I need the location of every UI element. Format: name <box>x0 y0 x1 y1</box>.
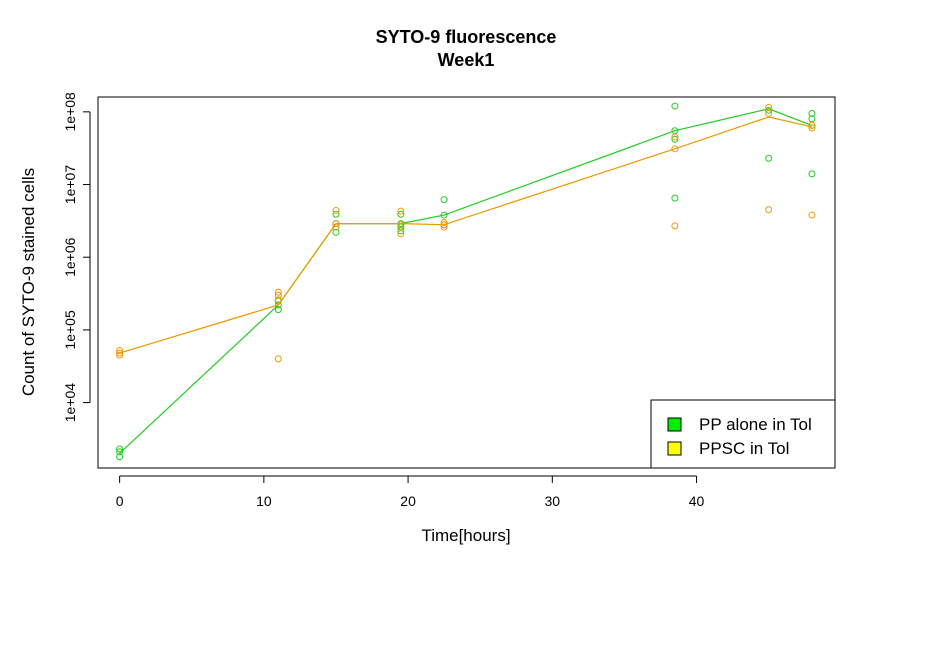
legend-swatch <box>667 417 682 432</box>
data-point <box>116 453 124 461</box>
legend-label: PPSC in Tol <box>699 439 789 458</box>
x-tick-label: 40 <box>689 493 705 509</box>
data-point <box>274 301 282 309</box>
data-point <box>274 291 282 299</box>
data-point <box>332 228 340 236</box>
x-tick-label: 30 <box>545 493 561 509</box>
data-point <box>671 222 679 230</box>
data-point <box>440 223 448 231</box>
data-point <box>440 219 448 227</box>
data-point <box>116 347 124 355</box>
data-point <box>332 220 340 228</box>
y-tick-label: 1e+05 <box>62 310 78 350</box>
data-point <box>332 223 340 231</box>
data-point <box>671 145 679 153</box>
data-point <box>671 102 679 110</box>
data-point <box>440 211 448 219</box>
series-line-2 <box>119 116 813 354</box>
y-tick-label: 1e+08 <box>62 92 78 132</box>
y-axis-label: Count of SYTO-9 stained cells <box>19 167 38 397</box>
x-axis-label: Time[hours] <box>421 526 511 545</box>
y-tick-label: 1e+06 <box>62 237 78 277</box>
legend-label: PP alone in Tol <box>699 415 812 434</box>
data-point <box>274 355 282 363</box>
data-point <box>116 349 124 357</box>
data-point <box>765 106 773 114</box>
data-point <box>274 288 282 296</box>
data-point <box>765 154 773 162</box>
data-point <box>397 221 405 229</box>
data-point <box>808 170 816 178</box>
legend-box <box>650 399 836 469</box>
data-point <box>671 135 679 143</box>
data-point <box>808 211 816 219</box>
data-point <box>440 196 448 204</box>
data-point <box>808 115 816 123</box>
x-tick-label: 10 <box>256 493 272 509</box>
data-point <box>332 206 340 214</box>
data-point <box>765 206 773 214</box>
data-point <box>671 133 679 141</box>
chart-title: SYTO-9 fluorescence <box>375 27 557 47</box>
data-point <box>274 306 282 314</box>
data-point <box>808 121 816 129</box>
legend-swatch <box>667 441 682 456</box>
data-point <box>116 448 124 456</box>
data-point <box>671 194 679 202</box>
data-point <box>397 210 405 218</box>
x-tick-label: 0 <box>116 493 124 509</box>
data-point <box>397 207 405 215</box>
data-point <box>397 230 405 238</box>
y-tick-label: 1e+07 <box>62 165 78 205</box>
data-point <box>808 109 816 117</box>
data-point <box>808 124 816 132</box>
x-tick-label: 20 <box>400 493 416 509</box>
data-point <box>765 103 773 111</box>
data-point <box>440 221 448 229</box>
plot-frame <box>97 96 836 469</box>
data-point <box>116 351 124 359</box>
data-point <box>332 210 340 218</box>
y-tick-label: 1e+04 <box>62 383 78 423</box>
data-point <box>274 296 282 304</box>
data-point <box>116 445 124 453</box>
chart-subtitle: Week1 <box>437 50 495 70</box>
